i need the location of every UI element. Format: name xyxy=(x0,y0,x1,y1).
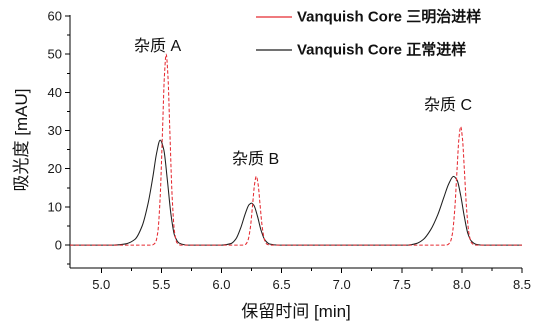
legend-label-sandwich-injection: Vanquish Core 三明治进样 xyxy=(297,8,481,26)
y-tick-label: 10 xyxy=(48,199,62,214)
peak-annotations: 杂质 A 杂质 B 杂质 C xyxy=(134,37,472,168)
y-tick-label: 0 xyxy=(55,238,62,253)
x-tick-label: 8.5 xyxy=(513,277,531,292)
annotation-impurity-c: 杂质 C xyxy=(424,96,472,114)
series-line-sandwich-injection xyxy=(70,53,523,246)
plot-area: 0 10 20 30 40 50 60 5.0 5.5 6.0 6.5 7.0 7.5 8.0 8.5 xyxy=(48,9,532,293)
x-tick-label: 5.0 xyxy=(92,277,110,292)
x-tick-label: 7.0 xyxy=(333,277,351,292)
axis-ticks: 0 10 20 30 40 50 60 5.0 5.5 6.0 6.5 7.0 7.5 8.0 8.5 xyxy=(48,9,532,293)
y-tick-label: 60 xyxy=(48,9,62,24)
legend: Vanquish Core 三明治进样 Vanquish Core 正常进样 xyxy=(256,8,481,59)
x-tick-label: 7.5 xyxy=(393,277,411,292)
y-tick-label: 30 xyxy=(48,123,62,138)
x-tick-label: 6.5 xyxy=(273,277,291,292)
annotation-impurity-b: 杂质 B xyxy=(232,150,279,168)
legend-item-normal-injection: Vanquish Core 正常进样 xyxy=(256,41,466,59)
x-tick-label: 5.5 xyxy=(152,277,170,292)
y-axis-title: 吸光度 [mAU] xyxy=(12,89,31,192)
y-tick-label: 20 xyxy=(48,161,62,176)
legend-label-normal-injection: Vanquish Core 正常进样 xyxy=(297,41,466,59)
y-tick-label: 50 xyxy=(48,47,62,62)
y-tick-label: 40 xyxy=(48,85,62,100)
x-axis-title: 保留时间 [min] xyxy=(241,302,351,321)
x-tick-label: 6.0 xyxy=(212,277,230,292)
x-tick-label: 8.0 xyxy=(453,277,471,292)
series-line-normal-injection xyxy=(70,139,523,246)
annotation-impurity-a: 杂质 A xyxy=(134,37,181,55)
legend-item-sandwich-injection: Vanquish Core 三明治进样 xyxy=(256,8,481,26)
